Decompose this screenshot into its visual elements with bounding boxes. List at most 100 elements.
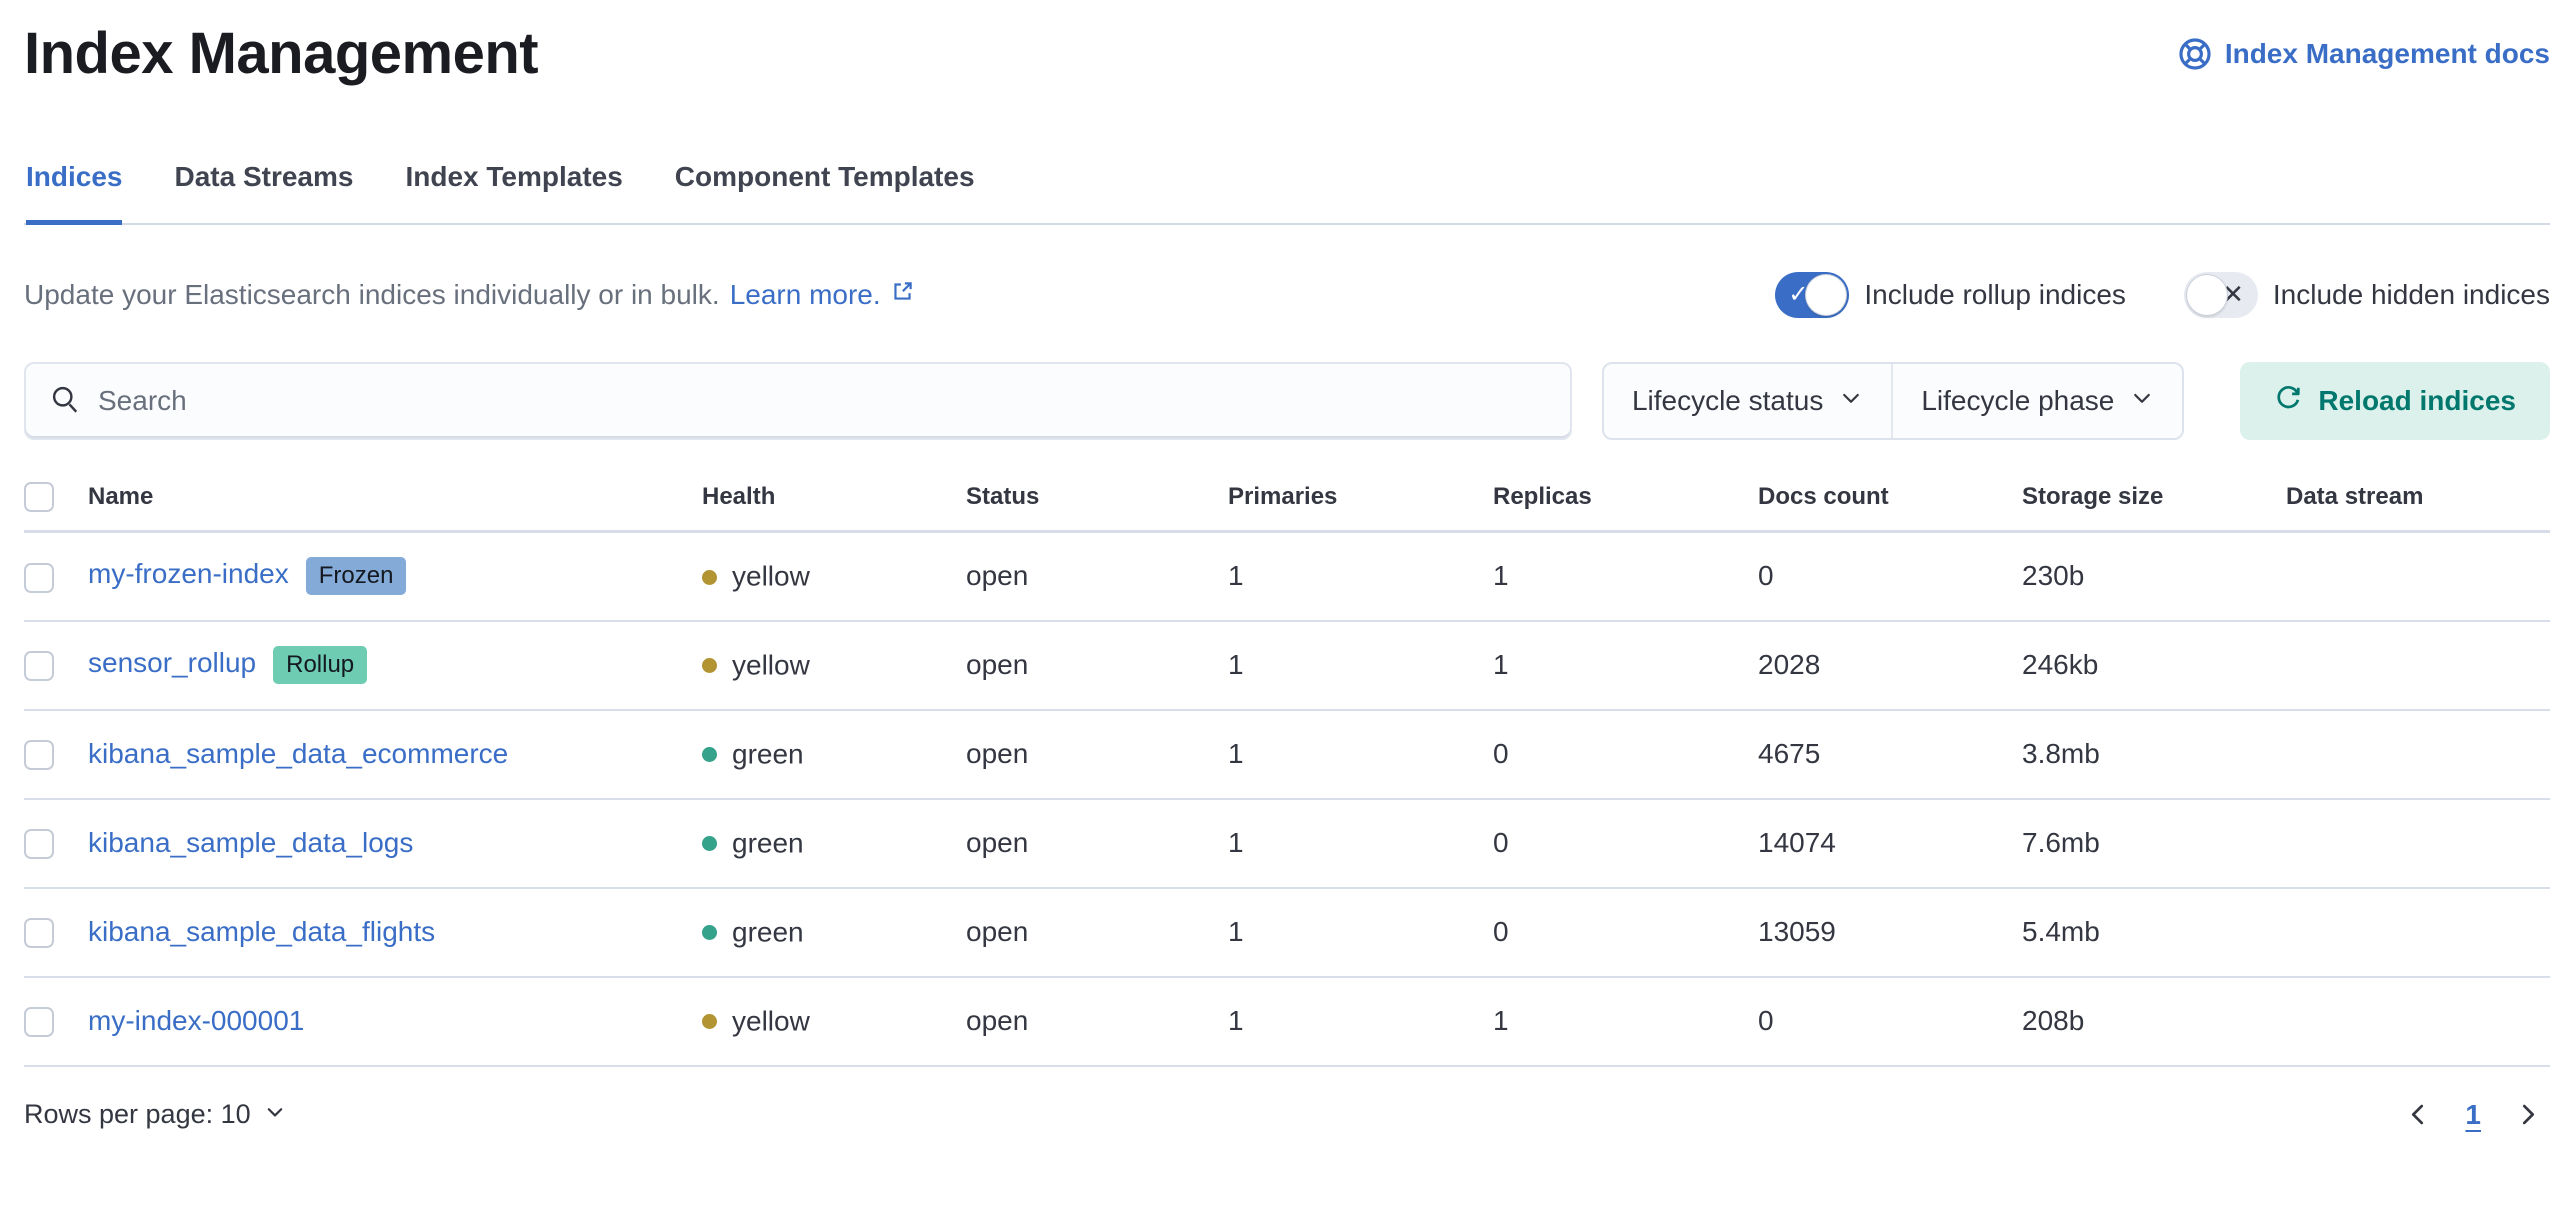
row-checkbox[interactable] [24,829,54,860]
row-checkbox[interactable] [24,651,54,682]
index-name-link[interactable]: my-index-000001 [88,1005,305,1036]
row-checkbox[interactable] [24,1007,54,1038]
table-body: my-frozen-index Frozen yellow open 1 1 0 230b se… [24,532,2550,1066]
toggle-knob [2186,275,2227,315]
index-name-link[interactable]: kibana_sample_data_logs [88,827,414,858]
help-life-ring-icon [2178,37,2212,71]
page-number[interactable]: 1 [2465,1098,2481,1130]
docs-count-value: 4675 [1758,738,1821,769]
page-header: Index Management Index Management docs [24,20,2550,87]
next-page-button[interactable] [2515,1101,2542,1128]
table-row: kibana_sample_data_ecommerce green open 1 0 4… [24,710,2550,799]
chevron-down-icon [2130,385,2154,417]
row-checkbox[interactable] [24,562,54,593]
health-value: yellow [732,1005,810,1037]
table-footer: Rows per page: 10 1 [24,1099,2550,1131]
replicas-value: 0 [1493,738,1509,769]
replicas-value: 0 [1493,827,1509,858]
frozen-badge: Frozen [305,557,407,596]
health-dot-icon [702,658,717,674]
replicas-value: 1 [1493,1005,1509,1036]
toggle-include-rollup-indices: ✓ Include rollup indices [1775,272,2126,318]
filter-label: Lifecycle phase [1921,385,2115,416]
learn-more-label: Learn more. [729,279,881,310]
health-dot-icon [702,1014,717,1030]
chevron-down-icon [264,1099,286,1130]
tab-index-templates[interactable]: Index Templates [405,161,623,192]
rows-per-page-button[interactable]: Rows per page: 10 [24,1099,286,1130]
tab-indices[interactable]: Indices [26,161,123,225]
table-row: sensor_rollup Rollup yellow open 1 1 2028 246kb [24,621,2550,710]
data-stream-value [2286,799,2550,888]
replicas-value: 1 [1493,560,1509,592]
select-all-checkbox[interactable] [24,482,54,512]
pagination: 1 [2404,1099,2542,1131]
controls-row: Lifecycle status Lifecycle phase Reload i… [24,362,2550,440]
health-value: green [732,738,804,770]
tabs: Indices Data Streams Index Templates Compon… [24,161,2550,225]
data-stream-value [2286,621,2550,710]
tab-component-templates[interactable]: Component Templates [674,161,975,192]
search-input[interactable] [98,385,1546,417]
filter-label: Lifecycle status [1631,385,1824,416]
toggle-on-switch[interactable]: ✓ [1775,272,1850,318]
storage-size-value: 5.4mb [2022,916,2100,947]
search-icon [50,384,80,419]
status-value: open [966,1005,1029,1036]
filter-lifecycle-phase[interactable]: Lifecycle phase [1891,364,2182,438]
data-stream-value [2286,888,2550,977]
primaries-value: 1 [1228,738,1244,769]
data-stream-value [2286,977,2550,1066]
health-dot-icon [702,747,717,763]
indices-table: Name Health Status Primaries Replicas Docs co… [24,482,2550,1067]
primaries-value: 1 [1228,649,1244,680]
health-dot-icon [702,925,717,941]
storage-size-value: 3.8mb [2022,738,2100,769]
health-value: green [732,827,804,859]
page-title: Index Management [24,21,539,86]
table-header-row: Name Health Status Primaries Replicas Docs co… [24,482,2550,532]
toggle-knob [1806,275,1847,315]
primaries-value: 1 [1228,916,1244,947]
storage-size-value: 246kb [2022,649,2099,680]
filter-lifecycle-status[interactable]: Lifecycle status [1604,364,1891,438]
chevron-down-icon [1839,385,1863,417]
cross-icon: ✕ [2222,278,2244,309]
index-name-link[interactable]: kibana_sample_data_flights [88,916,436,947]
status-value: open [966,649,1029,680]
health-dot-icon [702,569,717,585]
status-value: open [966,560,1029,592]
index-name-link[interactable]: kibana_sample_data_ecommerce [88,738,509,769]
primaries-value: 1 [1228,560,1244,592]
status-value: open [966,738,1029,769]
storage-size-value: 230b [2022,560,2085,592]
health-dot-icon [702,836,717,852]
toggle-group: ✓ Include rollup indices ✕ Include hidden i… [1775,272,2550,318]
data-stream-value [2286,710,2550,799]
storage-size-value: 208b [2022,1005,2085,1036]
table-row: kibana_sample_data_logs green open 1 0 14074 7… [24,799,2550,888]
docs-link-label: Index Management docs [2224,37,2550,69]
index-name-link[interactable]: my-frozen-index [88,558,289,590]
row-checkbox[interactable] [24,740,54,771]
health-value: green [732,916,804,948]
toggle-off-switch[interactable]: ✕ [2183,272,2258,318]
status-value: open [966,916,1029,947]
learn-more-link[interactable]: Learn more. [730,279,915,311]
docs-link[interactable]: Index Management docs [2178,37,2550,71]
tab-data-streams[interactable]: Data Streams [174,161,354,192]
description-text: Update your Elasticsearch indices indivi… [24,279,915,311]
reload-indices-button[interactable]: Reload indices [2240,362,2550,440]
docs-count-value: 0 [1758,560,1774,592]
external-link-icon [890,279,915,311]
index-name-link[interactable]: sensor_rollup [88,647,257,678]
table-row: my-index-000001 yellow open 1 1 0 208b [24,977,2550,1066]
primaries-value: 1 [1228,1005,1244,1036]
description-static-text: Update your Elasticsearch indices indivi… [24,279,720,310]
health-value: yellow [732,649,810,681]
toggle-label: Include rollup indices [1864,279,2126,310]
column-header-data-stream: Data stream [2286,483,2424,510]
row-checkbox[interactable] [24,918,54,949]
previous-page-button[interactable] [2404,1101,2431,1128]
